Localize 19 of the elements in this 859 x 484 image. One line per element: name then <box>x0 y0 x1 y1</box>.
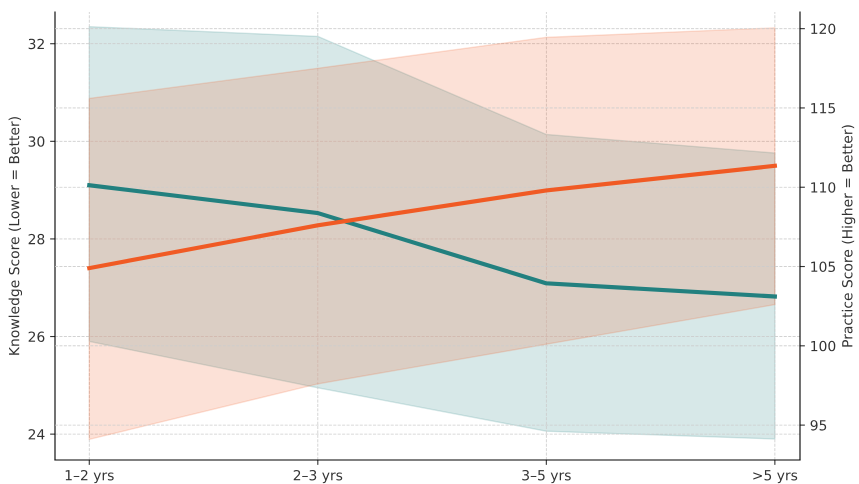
y-tick-label: 30 <box>28 136 44 147</box>
line-series <box>87 183 777 299</box>
x-tick-label: 1–2 yrs <box>66 470 114 484</box>
y-tick-label: 32 <box>28 38 44 50</box>
y2-tick-label: 95 <box>810 420 826 431</box>
x-tick-label: 3–5 yrs <box>522 470 571 484</box>
y-tick-label: 26 <box>28 332 44 342</box>
y2-axis-title: Practice Score (Higher = Better) <box>842 125 856 347</box>
y2-tick-label: 115 <box>811 103 836 114</box>
y2-tick-label: 100 <box>811 340 836 352</box>
y2-tick-label: 105 <box>811 261 836 272</box>
y-tick-label: 24 <box>28 429 44 440</box>
y-tick-label: 28 <box>28 234 44 244</box>
x-tick-label: 2–3 yrs <box>294 470 342 484</box>
line-series <box>87 164 777 270</box>
y-axis-title: Knowledge Score (Lower = Better) <box>8 117 22 355</box>
y2-tick-label: 110 <box>811 182 836 193</box>
y2-tick-label: 120 <box>811 24 836 34</box>
x-tick-label: >5 yrs <box>753 470 798 484</box>
